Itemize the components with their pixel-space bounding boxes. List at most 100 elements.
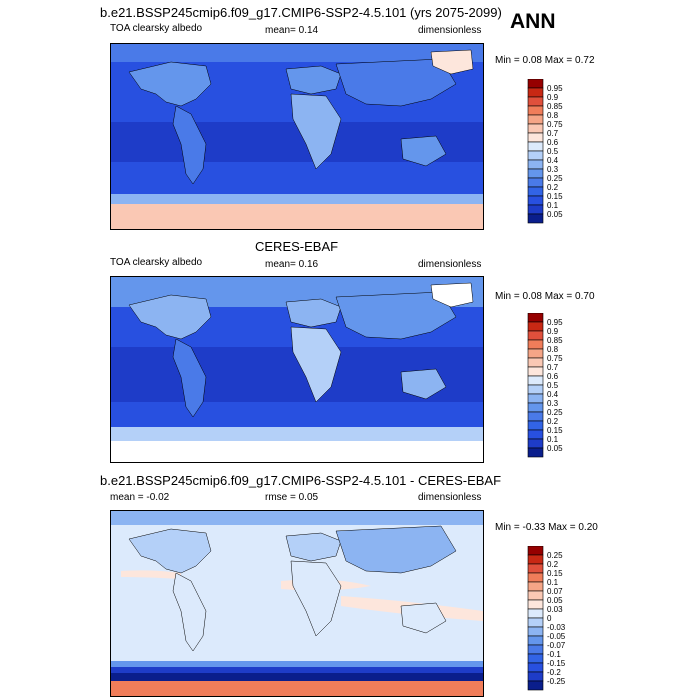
colorbar-box xyxy=(527,590,544,601)
colorbar-tick-label: -0.05 xyxy=(547,632,566,641)
panel1-map xyxy=(110,43,484,230)
panel2-minmax: Min = 0.08 Max = 0.70 xyxy=(495,291,595,302)
colorbar-box xyxy=(527,87,544,98)
colorbar-box xyxy=(527,132,544,143)
colorbar-tick-label: 0.05 xyxy=(547,596,563,605)
panel1-units: dimensionless xyxy=(418,25,482,36)
colorbar-tick-label: 0.85 xyxy=(547,336,563,345)
colorbar-tick-label: 0.3 xyxy=(547,165,559,174)
colorbar-tick-label: 0.5 xyxy=(547,147,559,156)
colorbar-box xyxy=(527,321,544,332)
colorbar-tick-label: 0.03 xyxy=(547,605,563,614)
panel3-rmse: rmse = 0.05 xyxy=(265,492,319,503)
colorbar-box xyxy=(527,680,544,691)
colorbar-box xyxy=(527,411,544,422)
colorbar-box xyxy=(527,554,544,565)
colorbar-tick-label: -0.15 xyxy=(547,659,566,668)
colorbar-tick-label: 0.15 xyxy=(547,192,563,201)
colorbar-box xyxy=(527,204,544,215)
colorbar-box xyxy=(527,635,544,646)
colorbar-box xyxy=(527,662,544,673)
panel2-colorbar: 0.95 0.9 0.85 0.8 0.75 0.7 0.6 0.5 0.4 0.3 0.25 0.2… xyxy=(527,312,587,458)
colorbar-box xyxy=(527,96,544,107)
colorbar-box xyxy=(527,330,544,341)
panel2-units: dimensionless xyxy=(418,259,482,270)
colorbar-box xyxy=(527,150,544,161)
colorbar-tick-label: 0.1 xyxy=(547,435,559,444)
colorbar-tick-label: 0.05 xyxy=(547,444,563,453)
colorbar-tick-label: 0.2 xyxy=(547,560,559,569)
colorbar-box xyxy=(527,78,544,89)
panel2-variable-label: TOA clearsky albedo xyxy=(110,257,203,268)
colorbar-tick-label: 0.2 xyxy=(547,417,559,426)
colorbar-tick-label: 0.5 xyxy=(547,381,559,390)
colorbar-tick-label: 0.6 xyxy=(547,372,559,381)
season-label: ANN xyxy=(510,10,556,33)
colorbar-box xyxy=(527,213,544,224)
colorbar-box xyxy=(527,447,544,458)
panel3-colorbar: 0.25 0.2 0.15 0.1 0.07 0.05 0.03 0 -0.03 -0.05 -0.… xyxy=(527,545,587,691)
panel2-mean: mean= 0.16 xyxy=(265,259,319,270)
colorbar-tick-label: 0.25 xyxy=(547,174,563,183)
panel1-title: b.e21.BSSP245cmip6.f09_g17.CMIP6-SSP2-4.… xyxy=(100,5,502,20)
colorbar-box xyxy=(527,114,544,125)
panel1-variable-label: TOA clearsky albedo xyxy=(110,23,203,34)
colorbar-tick-label: 0.2 xyxy=(547,183,559,192)
colorbar-box xyxy=(527,159,544,170)
colorbar-box xyxy=(527,357,544,368)
colorbar-box xyxy=(527,653,544,664)
colorbar-box xyxy=(527,581,544,592)
colorbar-tick-label: 0 xyxy=(547,614,552,623)
colorbar-box xyxy=(527,375,544,386)
colorbar-box xyxy=(527,105,544,116)
colorbar-tick-label: 0.25 xyxy=(547,408,563,417)
colorbar-box xyxy=(527,563,544,574)
colorbar-box xyxy=(527,626,544,637)
panel1-colorbar: 0.95 0.9 0.85 0.8 0.75 0.7 0.6 0.5 0.4 0.3 0.25 0.2… xyxy=(527,78,587,226)
colorbar-tick-label: 0.05 xyxy=(547,210,563,219)
colorbar-tick-label: 0.75 xyxy=(547,354,563,363)
colorbar-tick-label: -0.2 xyxy=(547,668,561,677)
colorbar-tick-label: -0.25 xyxy=(547,677,566,686)
colorbar-tick-label: -0.07 xyxy=(547,641,566,650)
colorbar-tick-label: 0.15 xyxy=(547,569,563,578)
colorbar-box xyxy=(527,339,544,350)
colorbar-box xyxy=(527,366,544,377)
colorbar-tick-label: 0.9 xyxy=(547,327,559,336)
panel2-map xyxy=(110,276,484,463)
colorbar-tick-label: 0.07 xyxy=(547,587,563,596)
colorbar-box xyxy=(527,312,544,323)
panel3-mean: mean = -0.02 xyxy=(110,492,170,503)
colorbar-box xyxy=(527,186,544,197)
colorbar-box xyxy=(527,195,544,206)
colorbar-tick-label: 0.4 xyxy=(547,390,559,399)
panel1-minmax: Min = 0.08 Max = 0.72 xyxy=(495,55,595,66)
colorbar-box xyxy=(527,123,544,134)
panel3-title: b.e21.BSSP245cmip6.f09_g17.CMIP6-SSP2-4.… xyxy=(100,473,502,488)
colorbar-tick-label: 0.9 xyxy=(547,93,559,102)
panel1-mean: mean= 0.14 xyxy=(265,25,319,36)
colorbar-box xyxy=(527,429,544,440)
colorbar-box xyxy=(527,141,544,152)
colorbar-tick-label: 0.8 xyxy=(547,345,559,354)
colorbar-tick-label: -0.03 xyxy=(547,623,566,632)
colorbar-box xyxy=(527,545,544,556)
colorbar-box xyxy=(527,168,544,179)
colorbar-tick-label: 0.15 xyxy=(547,426,563,435)
colorbar-box xyxy=(527,608,544,619)
colorbar-tick-label: 0.75 xyxy=(547,120,563,129)
colorbar-box xyxy=(527,420,544,431)
colorbar-tick-label: 0.1 xyxy=(547,201,559,210)
colorbar-box xyxy=(527,617,544,628)
colorbar-box xyxy=(527,177,544,188)
colorbar-tick-label: 0.95 xyxy=(547,84,563,93)
colorbar-box xyxy=(527,644,544,655)
colorbar-tick-label: 0.7 xyxy=(547,129,559,138)
colorbar-tick-label: 0.6 xyxy=(547,138,559,147)
colorbar-tick-label: -0.1 xyxy=(547,650,561,659)
panel3-minmax: Min = -0.33 Max = 0.20 xyxy=(495,522,598,533)
colorbar-box xyxy=(527,384,544,395)
colorbar-tick-label: 0.85 xyxy=(547,102,563,111)
panel3-units: dimensionless xyxy=(418,492,482,503)
colorbar-box xyxy=(527,402,544,413)
